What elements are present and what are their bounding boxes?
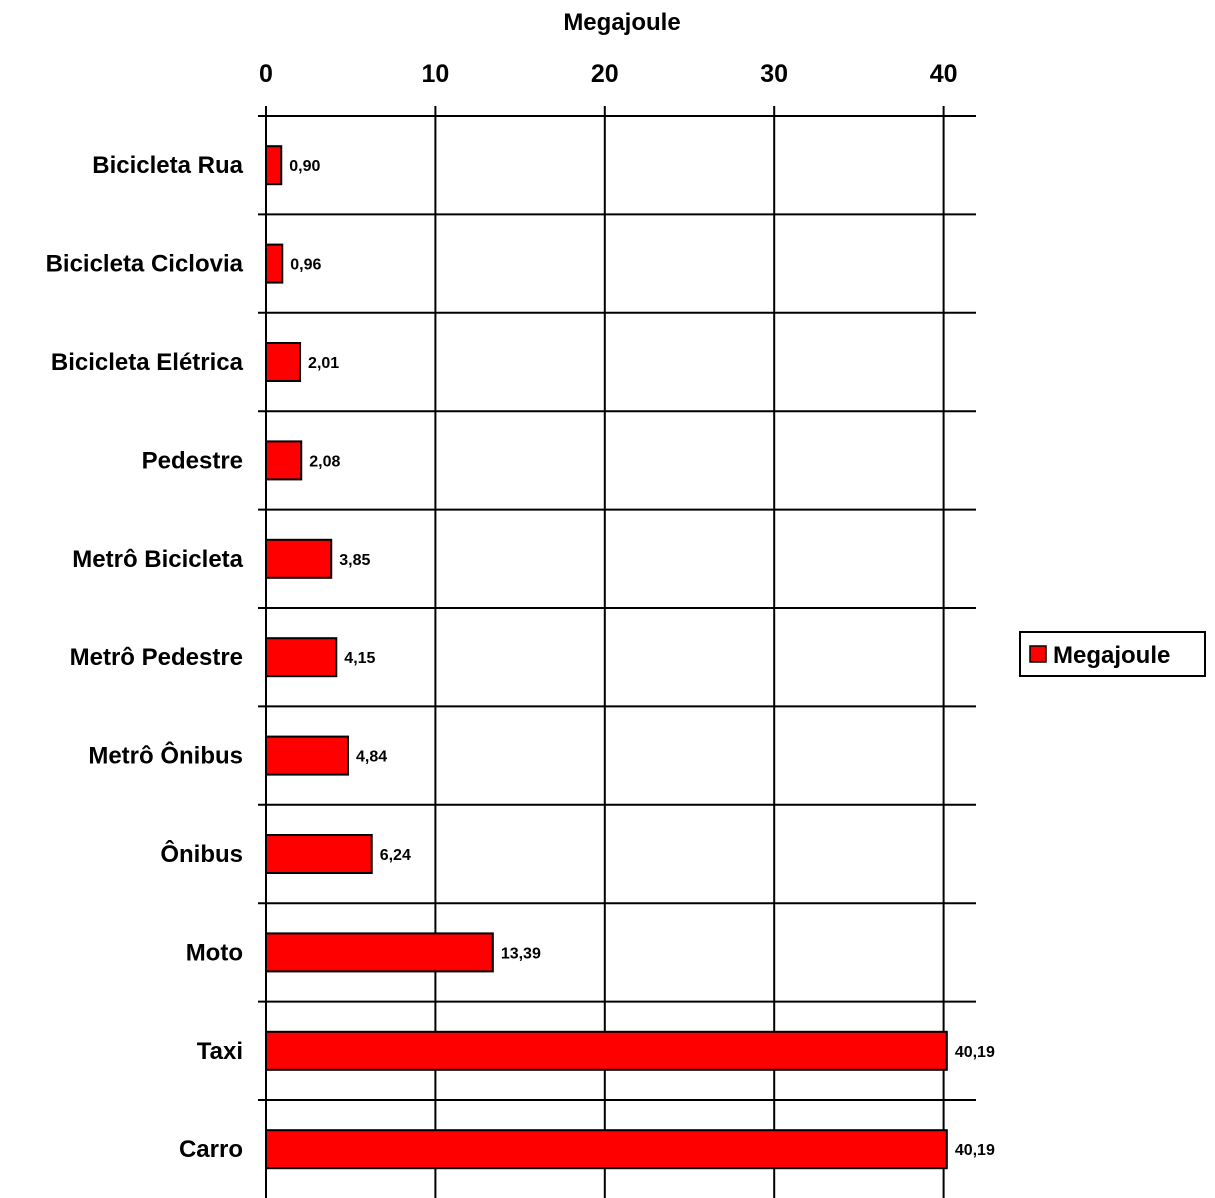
category-label: Metrô Bicicleta (72, 546, 243, 573)
bar (265, 440, 303, 481)
data-label: 3,85 (339, 552, 370, 569)
x-tick-label: 40 (930, 60, 958, 88)
legend-box (1019, 631, 1206, 677)
category-label: Bicicleta Rua (92, 152, 243, 179)
data-label: 13,39 (501, 945, 541, 962)
category-label: Bicicleta Elétrica (51, 349, 244, 376)
bar (265, 735, 349, 776)
x-axis-title: Megajoule (563, 9, 680, 36)
x-tick-label: 10 (421, 60, 449, 88)
data-label: 40,19 (955, 1044, 995, 1061)
data-label: 2,08 (309, 453, 340, 470)
bar (265, 145, 283, 186)
legend-swatch (1029, 645, 1047, 663)
x-tick-label: 20 (591, 60, 619, 88)
data-label: 0,90 (289, 158, 320, 175)
category-label: Taxi (197, 1038, 243, 1065)
bar (265, 1129, 948, 1170)
category-label: Metrô Pedestre (70, 644, 243, 671)
data-label: 4,15 (344, 650, 375, 667)
data-label: 2,01 (308, 355, 339, 372)
bar (265, 1030, 948, 1071)
bar (265, 932, 494, 973)
category-label: Metrô Ônibus (88, 742, 243, 770)
bar (265, 342, 302, 382)
x-tick-label: 30 (760, 60, 788, 88)
legend: Megajoule (1019, 631, 1206, 677)
bars: 0,90 0,96 2,01 2,08 3,85 4,15 4,84 6,24 13,39 40,… (265, 145, 995, 1170)
legend-label: Megajoule (1053, 642, 1170, 669)
data-label: 40,19 (955, 1142, 995, 1159)
bar (265, 834, 373, 874)
bar (265, 637, 338, 678)
bar (265, 538, 333, 579)
gridlines (258, 115, 976, 1198)
category-labels: Bicicleta Rua Bicicleta Ciclovia Bicicleta… (46, 152, 244, 1163)
category-label: Ônibus (160, 840, 243, 868)
category-label: Carro (179, 1136, 243, 1163)
category-label: Moto (186, 939, 243, 966)
data-label: 6,24 (380, 847, 411, 864)
data-label: 4,84 (356, 749, 387, 766)
x-tick-label: 0 (259, 60, 273, 88)
x-axis-ticks: 0 10 20 30 40 (259, 60, 958, 116)
data-label: 0,96 (290, 257, 321, 274)
category-label: Bicicleta Ciclovia (46, 251, 244, 278)
bar (265, 243, 284, 284)
category-label: Pedestre (142, 447, 243, 474)
